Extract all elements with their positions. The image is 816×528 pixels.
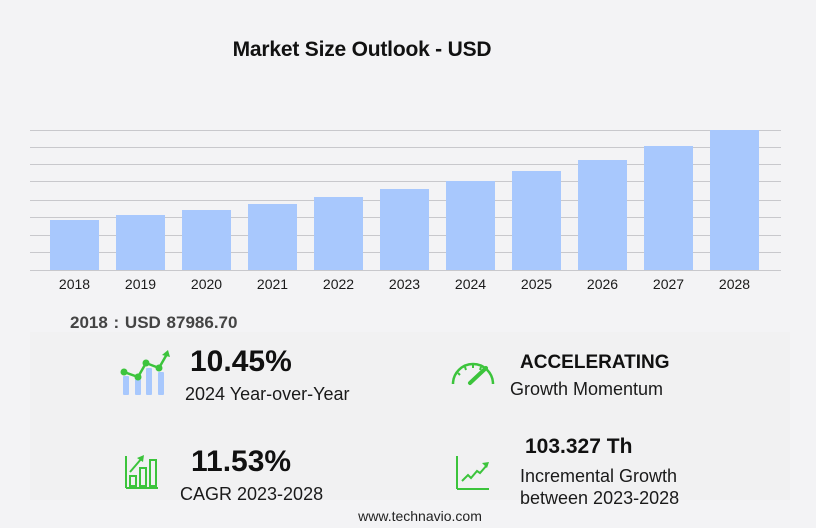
momentum-value: ACCELERATING [520,352,670,373]
trend-bar-chart-icon [118,350,170,398]
bar-2025 [512,171,561,270]
bar-2021 [248,204,297,270]
x-axis-label: 2018 [58,276,91,292]
x-axis-label: 2028 [718,276,751,292]
growth-bar-chart-icon [124,454,160,490]
bar-2022 [314,197,363,270]
cagr-label: CAGR 2023-2028 [180,484,324,504]
x-axis-baseline [30,270,781,271]
gridline [30,164,781,165]
incremental-label-line1: Incremental Growth [520,466,678,486]
bar-2027 [644,146,693,270]
base-year-value: 2018 : USD 87986.70 [70,313,238,332]
cagr-value: 11.53% [191,445,292,478]
x-axis-label: 2027 [652,276,685,292]
chart-title: Market Size Outlook - USD [232,38,492,61]
x-axis-label: 2026 [586,276,619,292]
gridline [30,130,781,131]
bar-2026 [578,160,627,270]
x-axis-label: 2022 [322,276,355,292]
source-url: www.technavio.com [358,508,482,524]
x-axis-label: 2025 [520,276,553,292]
x-axis-label: 2021 [256,276,289,292]
x-axis-label: 2019 [124,276,157,292]
momentum-label: Growth Momentum [510,379,664,399]
bar-2018 [50,220,99,270]
speedometer-icon [450,360,496,386]
x-axis-label: 2020 [190,276,223,292]
line-chart-up-icon [455,455,491,491]
bar-2028 [710,130,759,270]
gridline [30,181,781,182]
gridline [30,147,781,148]
yoy-label: 2024 Year-over-Year [185,384,350,404]
yoy-value: 10.45% [190,345,292,378]
x-axis-label: 2024 [454,276,487,292]
bar-2020 [182,210,231,270]
incremental-label-line2: between 2023-2028 [520,488,680,508]
bar-chart-plot [30,130,781,271]
bar-2024 [446,181,495,270]
incremental-value: 103.327 Th [525,435,633,458]
x-axis-label: 2023 [388,276,421,292]
bar-2019 [116,215,165,270]
bar-2023 [380,189,429,270]
